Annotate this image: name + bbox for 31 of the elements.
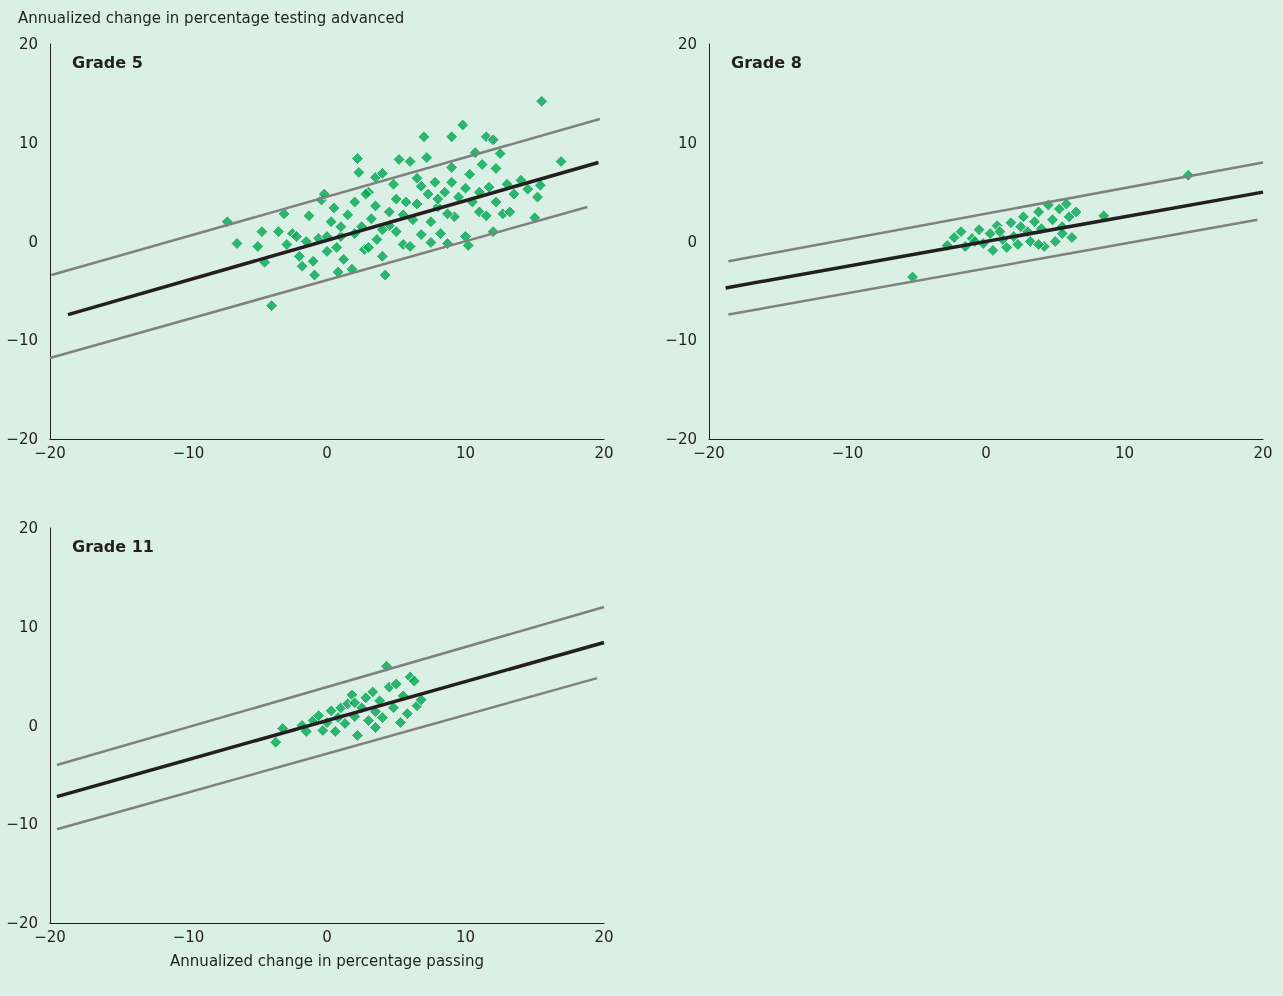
y-tick-label: −10: [6, 815, 38, 834]
x-tick-label: 20: [1253, 444, 1273, 462]
x-tick-label: 10: [1114, 444, 1135, 462]
x-tick-label: 0: [322, 444, 332, 462]
x-tick-label: 10: [455, 928, 476, 946]
y-tick-label: 20: [677, 35, 697, 53]
y-tick-label: 0: [687, 232, 697, 251]
y-tick-label: 10: [18, 617, 38, 636]
text: Grade 11: [72, 536, 154, 556]
text: Grade 8: [731, 52, 802, 72]
y-tick-label: 20: [18, 519, 38, 537]
y-tick-label: 10: [677, 133, 697, 152]
x-tick-label: 0: [981, 444, 991, 462]
x-tick-label: 20: [594, 444, 614, 462]
y-tick-label: −20: [6, 430, 38, 448]
x-tick-label: −10: [831, 444, 864, 462]
y-tick-label: 10: [18, 133, 38, 152]
y-tick-label: −10: [6, 331, 38, 350]
x-tick-label: −10: [172, 444, 205, 462]
y-tick-label: 20: [18, 35, 38, 53]
x-axis-title: Annualized change in percentage passing: [170, 951, 484, 970]
x-tick-label: −10: [172, 928, 205, 946]
y-axis-title: Annualized change in percentage testing advanced: [18, 8, 405, 27]
y-tick-label: −10: [665, 331, 697, 350]
x-tick-label: 10: [455, 444, 476, 462]
x-tick-label: 0: [322, 928, 332, 946]
x-tick-label: 20: [594, 928, 614, 946]
y-tick-label: −20: [6, 914, 38, 932]
y-tick-label: 0: [28, 716, 38, 735]
text: Grade 5: [72, 52, 143, 72]
y-tick-label: 0: [28, 232, 38, 251]
